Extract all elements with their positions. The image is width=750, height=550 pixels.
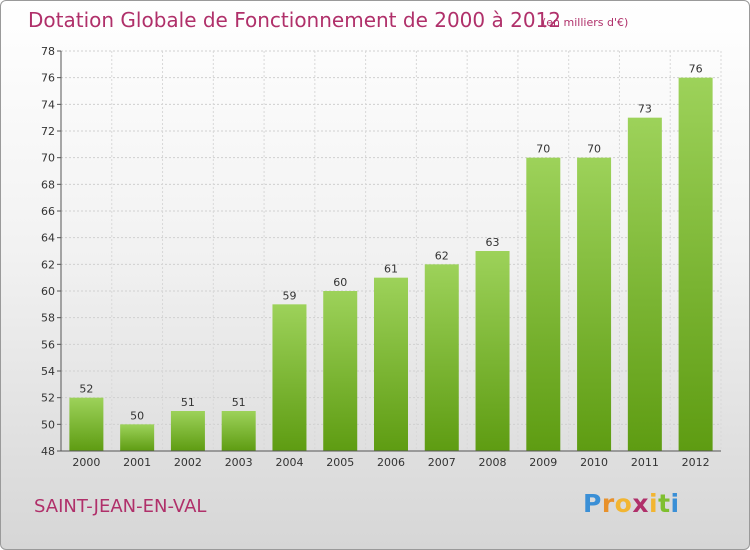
x-tick-label-2001: 2001 — [123, 456, 151, 469]
bar-2001 — [120, 424, 155, 451]
bar-2012 — [678, 77, 713, 452]
bar-2005 — [323, 291, 358, 451]
x-tick-label-2011: 2011 — [631, 456, 659, 469]
x-tick-label-2002: 2002 — [174, 456, 202, 469]
y-tick-label: 72 — [41, 125, 55, 138]
x-tick-label-2008: 2008 — [479, 456, 507, 469]
y-tick-label: 70 — [41, 152, 55, 165]
value-label-2009: 70 — [536, 143, 550, 156]
y-tick-label: 76 — [41, 72, 55, 85]
value-label-2008: 63 — [486, 236, 500, 249]
value-label-2001: 50 — [130, 409, 144, 422]
value-label-2011: 73 — [638, 103, 652, 116]
y-tick-label: 48 — [41, 445, 55, 458]
chart-unit: (en milliers d'€) — [542, 16, 629, 29]
bar-2002 — [170, 411, 205, 451]
bar-2000 — [69, 397, 104, 451]
bar-2006 — [374, 277, 408, 451]
x-tick-label-2000: 2000 — [72, 456, 100, 469]
y-tick-label: 68 — [41, 178, 55, 191]
bar-2009 — [526, 157, 561, 451]
y-tick-label: 52 — [41, 392, 55, 405]
y-tick-label: 66 — [41, 205, 55, 218]
commune-name: SAINT-JEAN-EN-VAL — [34, 496, 207, 517]
x-tick-label-2006: 2006 — [377, 456, 405, 469]
x-tick-label-2009: 2009 — [529, 456, 557, 469]
bar-2007 — [424, 264, 459, 451]
x-tick-label-2005: 2005 — [326, 456, 354, 469]
x-tick-label-2007: 2007 — [428, 456, 456, 469]
value-label-2000: 52 — [79, 383, 93, 396]
bar-2004 — [272, 304, 307, 451]
y-tick-label: 58 — [41, 312, 55, 325]
value-label-2010: 70 — [587, 143, 601, 156]
bar-2011 — [627, 117, 662, 452]
y-tick-label: 78 — [41, 45, 55, 58]
bar-2008 — [475, 251, 510, 451]
value-label-2005: 60 — [333, 276, 347, 289]
chart-title: Dotation Globale de Fonctionnement de 20… — [28, 8, 561, 32]
value-label-2012: 76 — [689, 63, 703, 76]
x-tick-label-2010: 2010 — [580, 456, 608, 469]
value-label-2006: 61 — [384, 263, 398, 276]
y-tick-label: 62 — [41, 258, 55, 271]
value-label-2003: 51 — [232, 396, 246, 409]
value-label-2007: 62 — [435, 249, 449, 262]
value-label-2002: 51 — [181, 396, 195, 409]
bar-2003 — [221, 411, 256, 451]
y-tick-label: 54 — [41, 365, 55, 378]
value-label-2004: 59 — [282, 289, 296, 302]
proxiti-logo: Proxiti — [583, 489, 680, 518]
x-tick-label-2004: 2004 — [275, 456, 303, 469]
y-tick-label: 64 — [41, 232, 55, 245]
y-tick-label: 50 — [41, 418, 55, 431]
bar-2010 — [577, 157, 612, 451]
y-tick-label: 56 — [41, 338, 55, 351]
y-tick-label: 74 — [41, 98, 55, 111]
x-tick-label-2003: 2003 — [225, 456, 253, 469]
y-tick-label: 60 — [41, 285, 55, 298]
x-tick-label-2012: 2012 — [682, 456, 710, 469]
